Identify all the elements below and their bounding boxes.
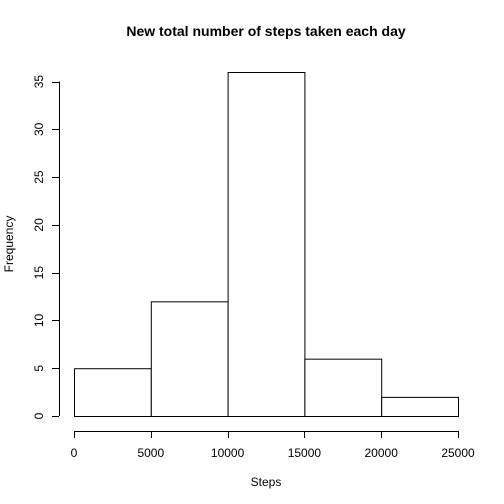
x-tick-label: 5000	[137, 446, 164, 460]
bar-15000-20000	[304, 358, 383, 417]
x-axis: 0 5000 10000 15000 20000 25000	[71, 431, 475, 460]
bar-0-5000	[74, 368, 152, 418]
x-axis-label: Steps	[251, 475, 282, 489]
x-tick-label: 10000	[211, 446, 245, 460]
y-tick-label: 5	[32, 365, 46, 372]
bar-5000-10000	[150, 301, 229, 418]
bar-10000-15000	[227, 72, 306, 417]
y-tick-label: 15	[32, 266, 46, 280]
x-tick-label: 25000	[441, 446, 475, 460]
bars-group	[74, 72, 460, 418]
chart-title: New total number of steps taken each day	[126, 23, 406, 39]
x-tick-label: 20000	[365, 446, 399, 460]
y-axis: 0 5 10 15 20 25 30 35	[32, 75, 60, 419]
x-tick-label: 0	[71, 446, 78, 460]
y-tick-label: 0	[32, 412, 46, 419]
bar-20000-25000	[381, 396, 460, 417]
y-tick-label: 25	[32, 170, 46, 184]
y-tick-label: 10	[32, 313, 46, 327]
y-tick-label: 30	[32, 122, 46, 136]
y-tick-label: 35	[32, 75, 46, 89]
y-axis-label: Frequency	[2, 216, 16, 273]
y-tick-label: 20	[32, 218, 46, 232]
x-tick-label: 15000	[288, 446, 322, 460]
